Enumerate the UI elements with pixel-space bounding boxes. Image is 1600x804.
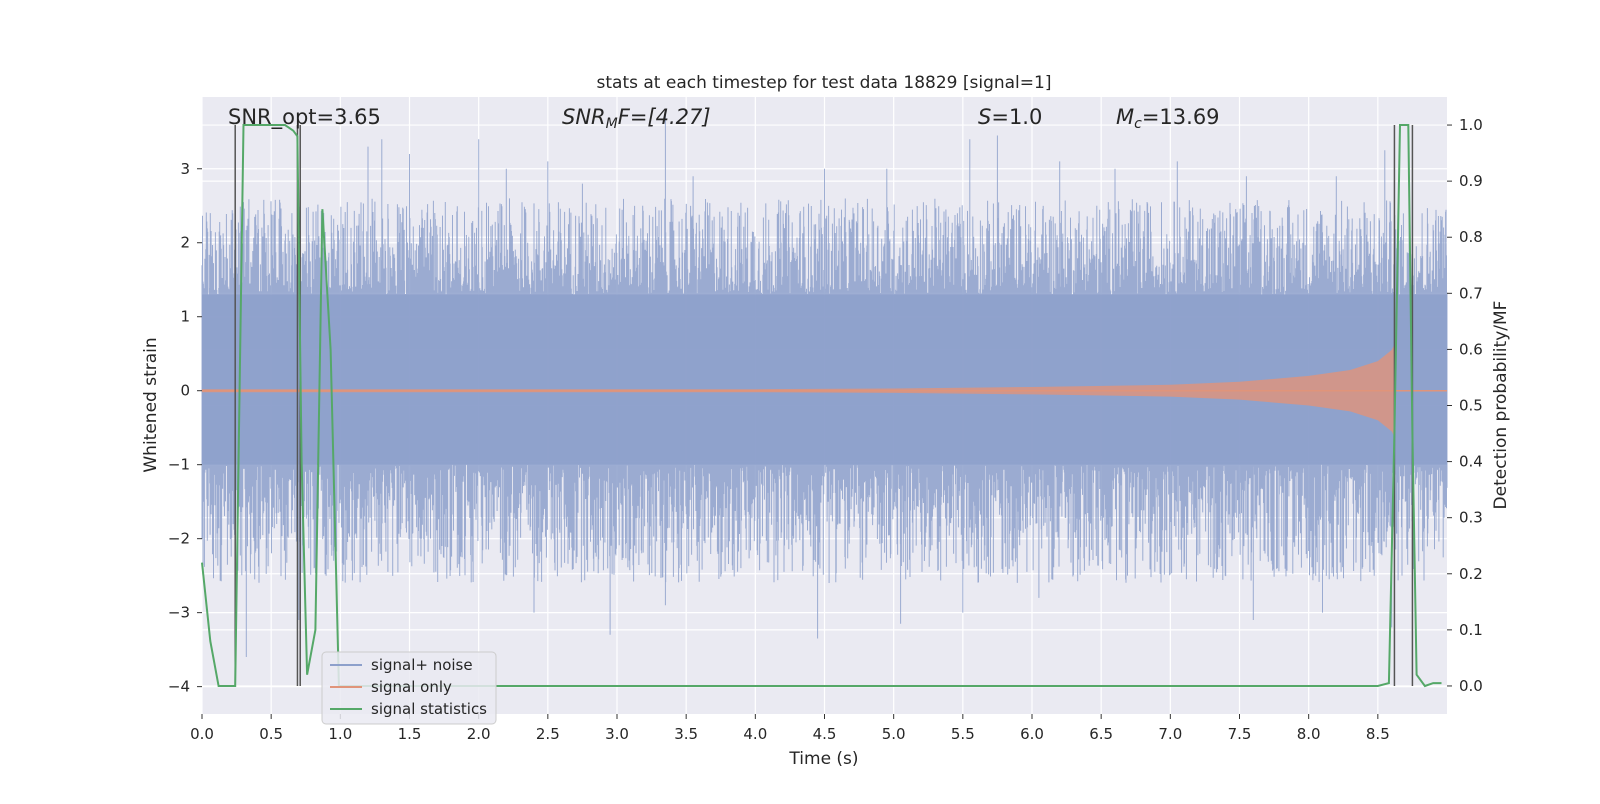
y-tick-label: 1: [180, 308, 190, 326]
chart-title: stats at each timestep for test data 188…: [597, 73, 1052, 93]
x-tick-label: 7.0: [1158, 725, 1182, 743]
mc-subscript: c: [1134, 116, 1142, 132]
mc-italic: M: [1116, 105, 1134, 129]
y-right-tick-label: 0.6: [1459, 340, 1483, 358]
x-tick-label: 8.5: [1366, 725, 1390, 743]
y-tick-label: −3: [168, 604, 190, 622]
x-axis-label: Time (s): [788, 749, 858, 769]
snr-mf-subscript: M: [606, 116, 618, 132]
x-tick-label: 8.0: [1297, 725, 1321, 743]
x-tick-label: 4.0: [743, 725, 767, 743]
y-right-tick-label: 0.7: [1459, 284, 1483, 302]
y-tick-label: −2: [168, 530, 190, 548]
legend-label-noise: signal+ noise: [371, 656, 473, 674]
snr-mf-annotation: SNRMF=[4.27]: [562, 105, 711, 132]
x-tick-label: 3.5: [674, 725, 698, 743]
legend-box: [321, 651, 497, 725]
snr-mf-base: SNR: [562, 105, 606, 129]
snr-mf-rest: F=[4.27]: [618, 105, 711, 129]
y-axis-right-label: Detection probability/MF: [1491, 301, 1511, 510]
y-right-tick-label: 1.0: [1459, 116, 1483, 134]
s-annotation: S=1.0: [978, 105, 1042, 129]
legend-label-signal: signal only: [371, 678, 452, 696]
x-tick-label: 5.5: [951, 725, 975, 743]
legend-label-stats: signal statistics: [371, 700, 487, 718]
x-tick-label: 6.5: [1089, 725, 1113, 743]
x-tick-label: 1.0: [328, 725, 352, 743]
x-tick-label: 6.0: [1020, 725, 1044, 743]
x-tick-label: 3.0: [605, 725, 629, 743]
y-right-tick-label: 0.8: [1459, 228, 1483, 246]
y-right-tick-label: 0.2: [1459, 565, 1483, 583]
snr-opt-annotation: SNR_opt=3.65: [228, 105, 381, 130]
y-right-tick-label: 0.5: [1459, 397, 1483, 415]
x-tick-label: 2.0: [467, 725, 491, 743]
x-tick-label: 0.0: [190, 725, 214, 743]
y-tick-label: 3: [180, 160, 190, 178]
y-tick-label: 0: [180, 382, 190, 400]
y-right-tick-label: 0.0: [1459, 677, 1483, 695]
x-tick-label: 2.5: [536, 725, 560, 743]
legend: signal+ noise signal only signal statist…: [321, 651, 497, 725]
y-axis-label: Whitened strain: [141, 337, 161, 472]
y-tick-label: −1: [168, 456, 190, 474]
y-right-tick-label: 0.9: [1459, 172, 1483, 190]
y-right-tick-label: 0.3: [1459, 509, 1483, 527]
s-rest: =1.0: [991, 105, 1042, 129]
y-right-tick-label: 0.1: [1459, 621, 1483, 639]
x-tick-label: 4.5: [813, 725, 837, 743]
y-right-tick-label: 0.4: [1459, 453, 1483, 471]
x-tick-label: 7.5: [1228, 725, 1252, 743]
x-tick-label: 1.5: [398, 725, 422, 743]
y-tick-label: −4: [168, 678, 190, 696]
x-tick-label: 0.5: [259, 725, 283, 743]
y-tick-label: 2: [180, 234, 190, 252]
s-italic: S: [978, 105, 991, 129]
x-tick-label: 5.0: [882, 725, 906, 743]
mc-rest: =13.69: [1142, 105, 1220, 129]
mc-annotation: Mc=13.69: [1116, 105, 1220, 132]
